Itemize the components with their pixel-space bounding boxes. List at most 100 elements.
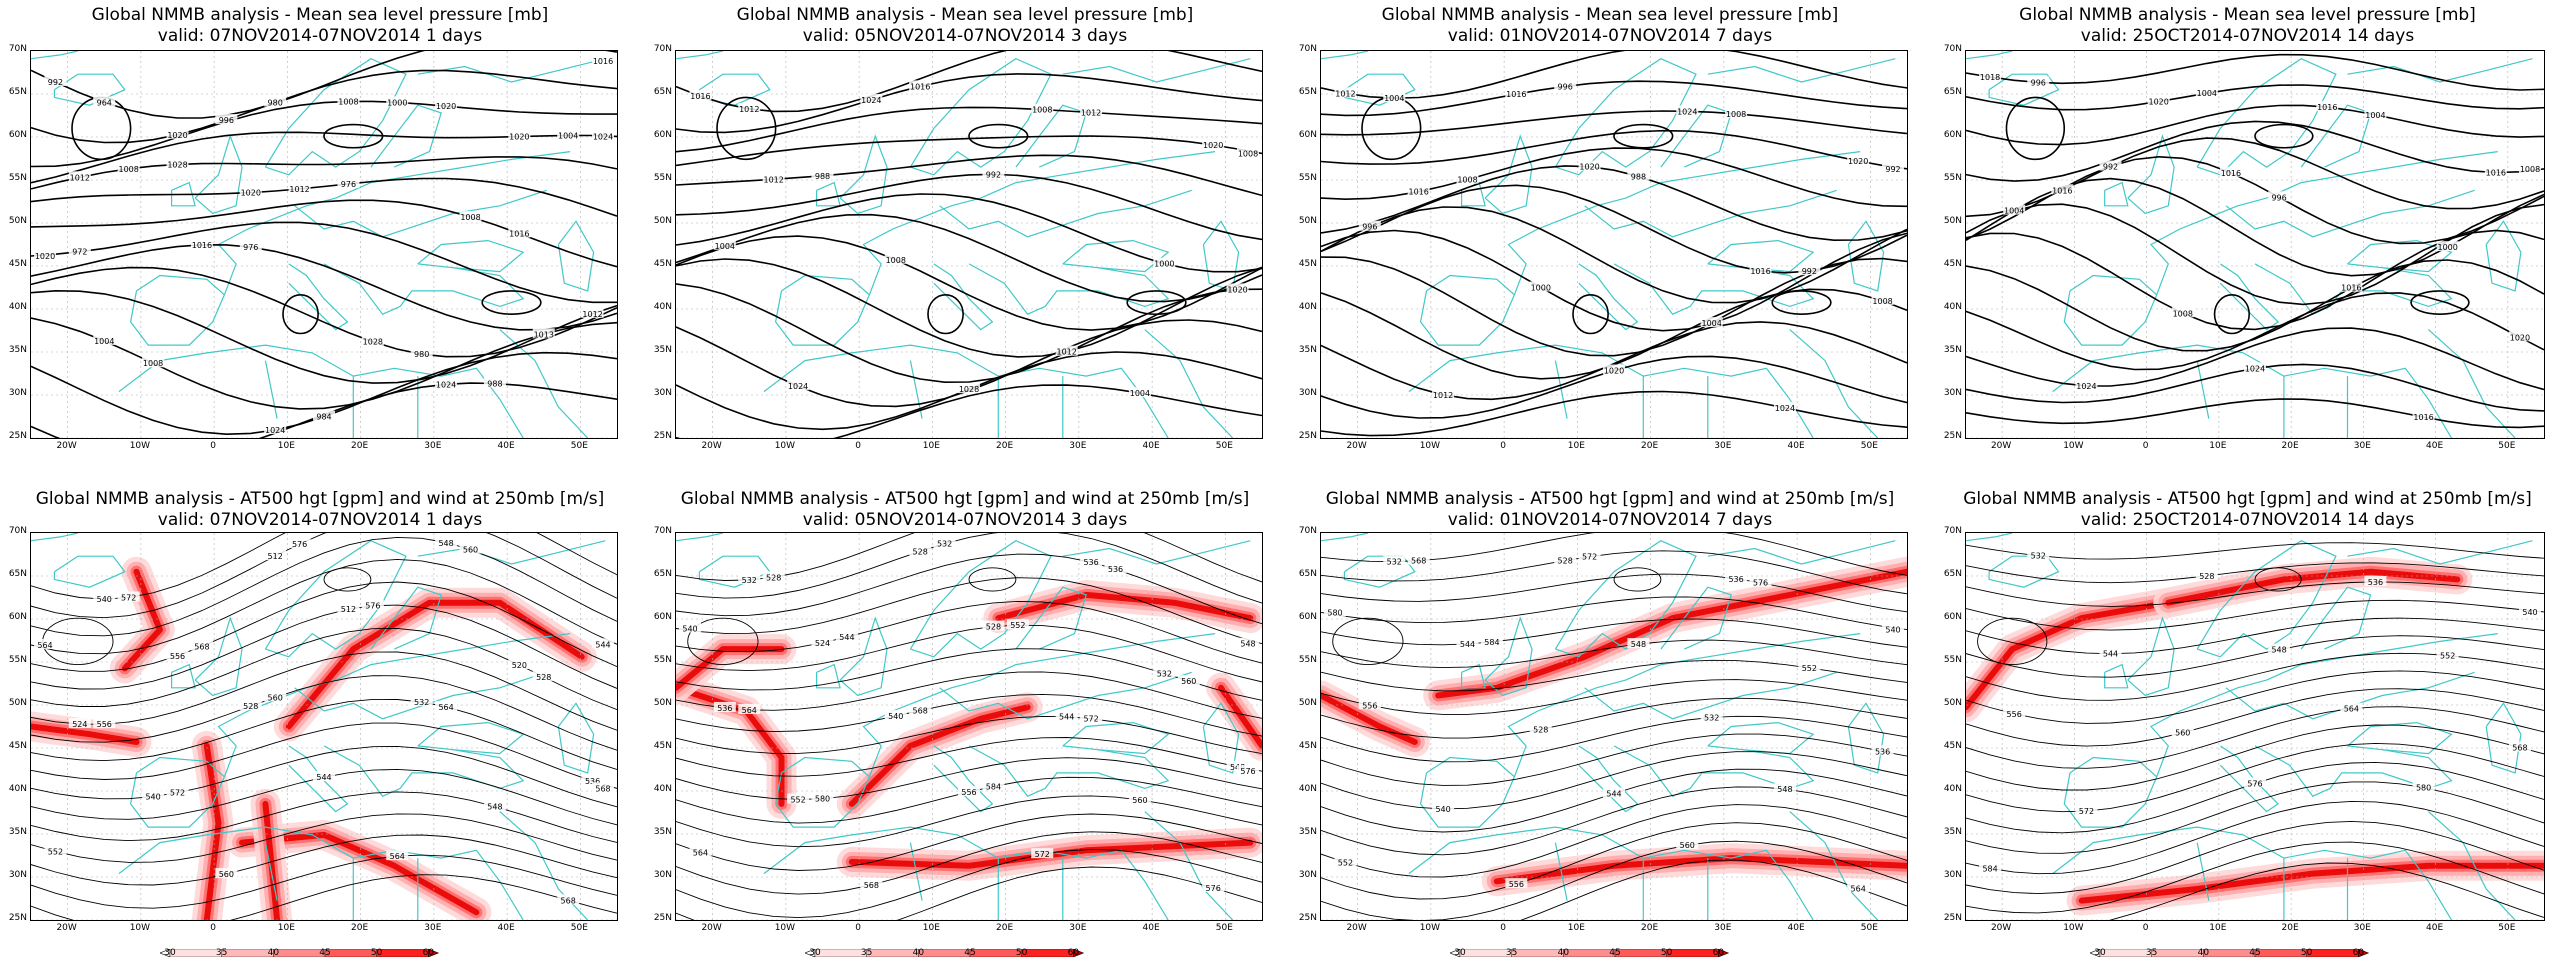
jet-wind-shading [848, 704, 1031, 807]
isoline [31, 289, 617, 384]
lat-tick-label: 45N [8, 741, 27, 751]
isoline [676, 715, 1262, 755]
contour-label-bg [762, 571, 785, 582]
isoline [676, 283, 1262, 384]
panel-title: Global NMMB analysis - AT500 hgt [gpm] a… [1935, 489, 2560, 531]
contour-label: 988 [487, 380, 502, 389]
contour-label-bg [738, 573, 761, 584]
contour-label-bg [1871, 745, 1894, 756]
contour-label: 1004 [558, 131, 578, 140]
isoline [1321, 786, 1907, 856]
map-area: 540 512 548 544 556 512 520 524 528 532 536 540 544 5… [30, 532, 618, 921]
isoline [676, 577, 1262, 645]
lon-tick-label: 10W [1419, 441, 1441, 451]
coastline [2428, 811, 2516, 920]
contour-label-bg [1456, 173, 1479, 184]
coastline [774, 756, 871, 828]
coastline [294, 671, 547, 720]
isoline [1321, 165, 1907, 242]
contour-label: 976 [243, 243, 258, 252]
lon-tick-label: 20E [2281, 923, 2299, 933]
isoline [1321, 80, 1907, 117]
jet-wind-shading [2165, 568, 2461, 606]
lon-tick-label: 0 [1500, 923, 1506, 933]
lat-tick-label: 65N [8, 87, 27, 97]
jet-wind-shading [848, 839, 1254, 869]
isoline [1966, 104, 2544, 146]
contour-label-bg [34, 250, 56, 261]
contour-label-bg [1627, 638, 1650, 649]
coastline [933, 263, 994, 331]
contour-label: 556 [961, 788, 976, 797]
contour-label-bg [2364, 108, 2387, 119]
contour-label-bg [1237, 765, 1259, 776]
isoline [676, 106, 1262, 153]
panel-title: Global NMMB analysis - AT500 hgt [gpm] a… [0, 489, 640, 531]
contour-label: 540 [1885, 626, 1900, 635]
lat-tick-label: 30N [653, 870, 672, 880]
contour-label: 1008 [118, 165, 138, 174]
lat-tick-label: 45N [1298, 259, 1317, 269]
lon-tick-label: 10W [774, 923, 796, 933]
contour-label: 1012 [739, 105, 759, 114]
lon-tick-label: 0 [2142, 923, 2149, 933]
lat-tick-label: 35N [8, 827, 27, 837]
contour-label-bg [557, 894, 580, 905]
lat-tick-label: 55N [8, 173, 27, 183]
lon-tick-label: 10W [2063, 441, 2084, 451]
contour-label: 996 [2031, 78, 2046, 87]
isoline [31, 536, 617, 637]
colorbar-tick-label: 35 [2145, 948, 2158, 958]
contour-label-bg [68, 171, 91, 182]
coastline [1062, 58, 1251, 83]
colorbar-tick-label: 35 [860, 948, 873, 958]
contour-label: 544 [839, 633, 854, 642]
contour-label-bg [933, 537, 956, 548]
contour-label-bg [1432, 802, 1455, 813]
contour-label: 996 [1558, 82, 1573, 91]
lat-tick-label: 40N [1298, 302, 1317, 312]
contour-label-bg [1725, 107, 1748, 118]
contour-label: 1018 [1980, 73, 2000, 82]
coastline [980, 633, 1216, 681]
panel-title-line1: Global NMMB analysis - AT500 hgt [gpm] a… [35, 489, 605, 509]
coastline [323, 263, 525, 315]
closed-isoline [1572, 294, 1609, 335]
contour-label: 1008 [338, 97, 358, 106]
contour-label-bg [1882, 162, 1904, 173]
isoline [1966, 292, 2544, 371]
coastline [2485, 220, 2522, 292]
coastline [1625, 633, 1861, 681]
coastline [2225, 671, 2475, 720]
contour-label-bg [288, 182, 311, 193]
lon-tick-label: 20E [2281, 441, 2299, 451]
isoline [1966, 599, 2544, 631]
contour-label-bg [1055, 345, 1078, 356]
lat-tick-label: 30N [1943, 388, 1962, 398]
panel-title-line1: Global NMMB analysis - Mean sea level pr… [91, 5, 549, 25]
colorbar-tick-label: 60 [422, 948, 435, 958]
lat-tick-label: 70N [1298, 526, 1317, 536]
isoline [676, 213, 1262, 303]
lon-tick-label: 0 [210, 441, 216, 451]
contour-label-bg [2412, 411, 2435, 422]
contour-label-bg [142, 357, 165, 368]
contour-label: 1004 [94, 337, 114, 346]
coastline [323, 745, 525, 797]
contour-label: 1016 [2052, 186, 2072, 195]
isoline [1520, 859, 1907, 920]
colorbar-tick-label: 50 [370, 948, 383, 958]
contour-label: 536 [717, 704, 732, 713]
contour-label: 576 [1240, 767, 1255, 776]
contour-label: 560 [268, 693, 283, 702]
contour-label: 552 [48, 847, 63, 856]
contour-label: 1024 [861, 96, 881, 105]
isoline [676, 173, 1262, 241]
isoline [1966, 542, 2544, 560]
contour-label: 1008 [2520, 165, 2540, 174]
coastline [264, 842, 278, 901]
coastline [1144, 329, 1234, 438]
lon-tick-label: 0 [855, 923, 861, 933]
coastline [171, 181, 196, 207]
isoline [676, 73, 1262, 134]
